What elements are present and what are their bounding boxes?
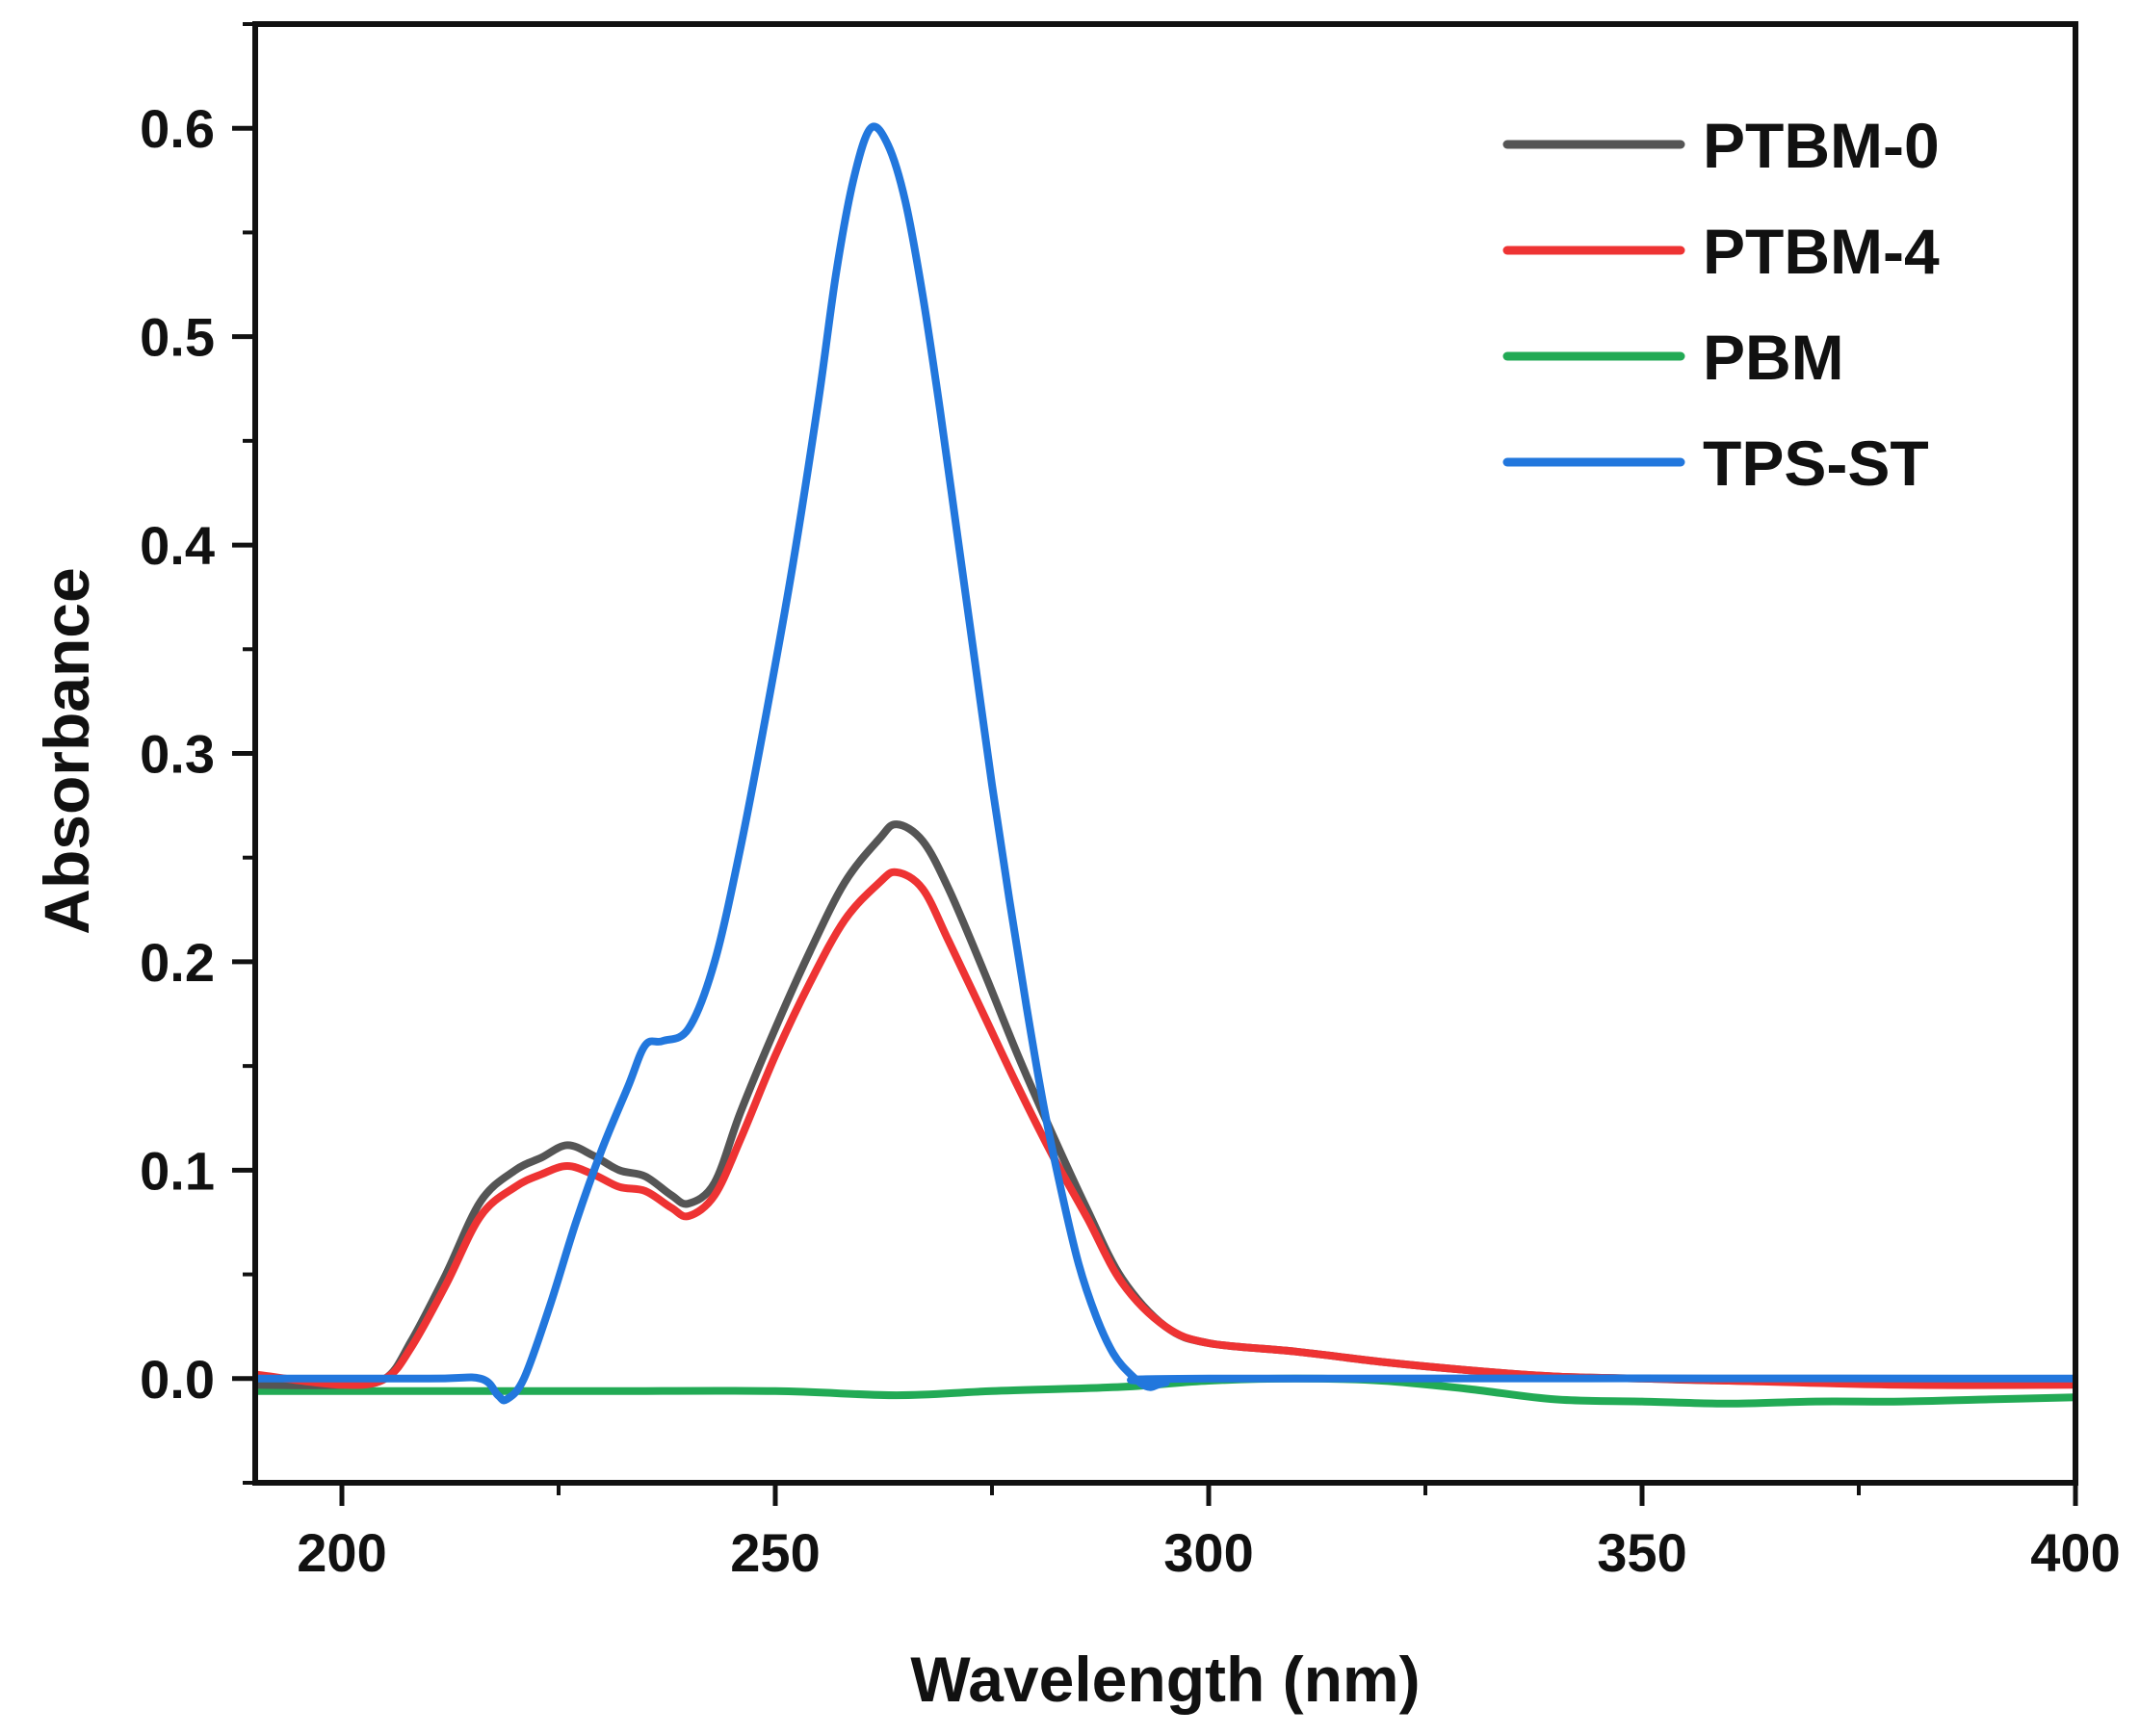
- y-tick-label: 0.2: [140, 932, 215, 993]
- y-tick-label: 0.1: [140, 1140, 215, 1201]
- legend: PTBM-0 PTBM-4 PBM TPS-ST: [1502, 110, 1940, 499]
- y-tick-label: 0.4: [140, 515, 215, 576]
- series-line-tps-st: [255, 122, 2075, 1405]
- x-tick-label: 350: [1597, 1522, 1686, 1583]
- legend-label: PTBM-0: [1703, 110, 1940, 181]
- x-tick-label: 300: [1163, 1522, 1253, 1583]
- legend-label: PBM: [1703, 322, 1844, 393]
- legend-item-tps-st: TPS-ST: [1502, 428, 1929, 499]
- legend-item-ptbm-4: PTBM-4: [1502, 216, 1940, 287]
- legend-label: PTBM-4: [1703, 216, 1940, 287]
- y-tick-label: 0.3: [140, 724, 215, 785]
- x-tick-label: 400: [2030, 1522, 2120, 1583]
- x-tick-label: 200: [297, 1522, 386, 1583]
- y-tick-label: 0.6: [140, 98, 215, 159]
- legend-item-pbm: PBM: [1502, 322, 1844, 393]
- y-tick-label: 0.0: [140, 1349, 215, 1410]
- tick-labels-layer: 200 250 300 350 400 0.0 0.1 0.2 0.3 0.4 0.5 0.6: [140, 98, 2121, 1583]
- x-tick-label: 250: [730, 1522, 820, 1583]
- legend-item-ptbm-0: PTBM-0: [1502, 110, 1940, 181]
- series-line-ptbm-4: [255, 868, 2075, 1389]
- y-axis-title: Absorbance: [31, 567, 102, 934]
- series-layer: [255, 122, 2075, 1408]
- x-axis-title: Wavelength (nm): [910, 1644, 1420, 1715]
- y-tick-label: 0.5: [140, 307, 215, 368]
- ticks-layer: [232, 22, 2078, 1506]
- legend-label: TPS-ST: [1703, 428, 1929, 499]
